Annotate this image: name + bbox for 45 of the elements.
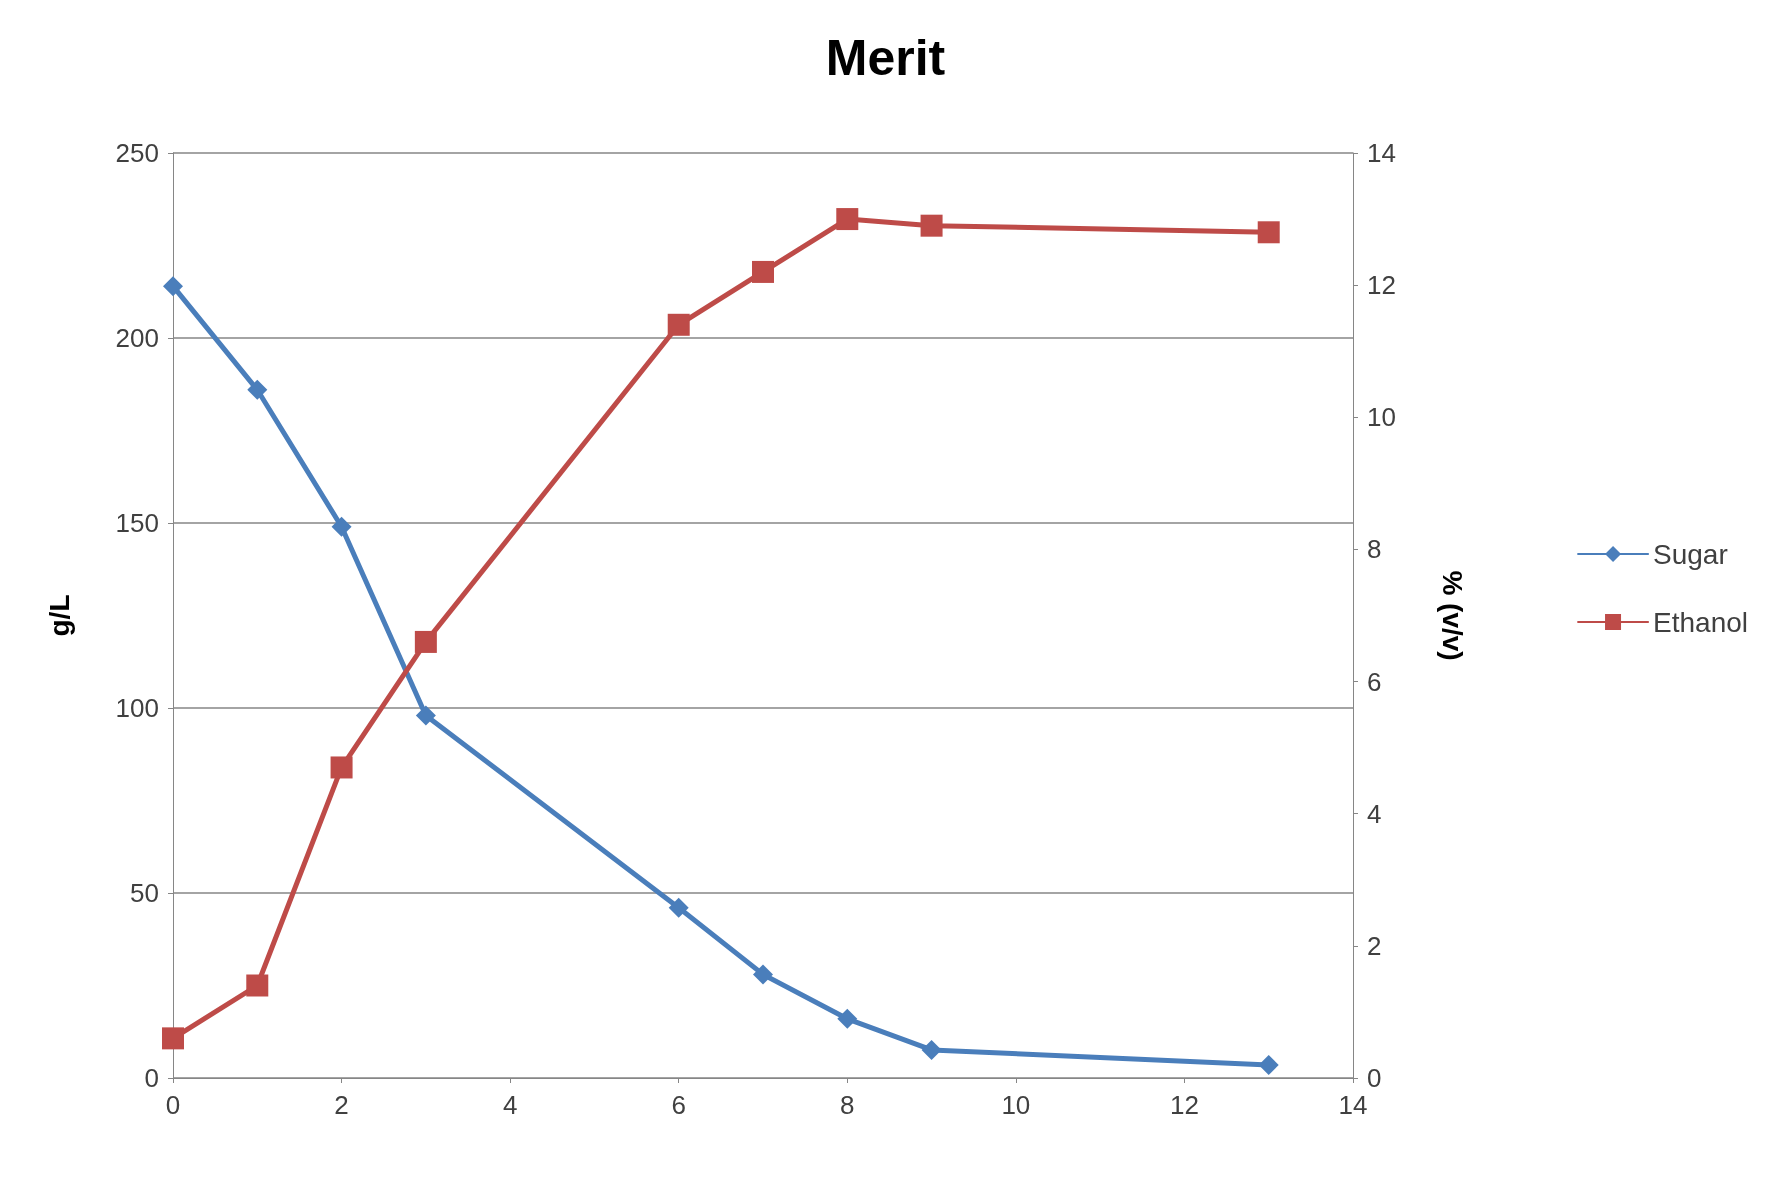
y2-tick-label: 6 bbox=[1367, 666, 1382, 697]
x-tick-label: 6 bbox=[671, 1090, 686, 1120]
point bbox=[1257, 221, 1280, 244]
point bbox=[836, 208, 859, 231]
x-tick-label: 10 bbox=[1001, 1090, 1031, 1120]
y-tick-label: 200 bbox=[115, 323, 159, 353]
point bbox=[1258, 1055, 1279, 1076]
point bbox=[414, 630, 437, 653]
point bbox=[415, 705, 436, 726]
x-tick-label: 14 bbox=[1338, 1090, 1368, 1120]
point bbox=[921, 1039, 942, 1060]
y2-tick-label: 2 bbox=[1367, 930, 1382, 961]
y2-tick-label: 8 bbox=[1367, 534, 1382, 565]
x-tick-label: 12 bbox=[1169, 1090, 1199, 1120]
point bbox=[331, 516, 352, 537]
point bbox=[163, 276, 183, 297]
y2-tick-label: 0 bbox=[1367, 1063, 1382, 1093]
y-tick-label: 150 bbox=[115, 508, 159, 538]
x-tick-label: 8 bbox=[840, 1090, 855, 1120]
y-tick-label: 0 bbox=[144, 1063, 159, 1093]
point bbox=[920, 214, 943, 237]
y-tick-label: 250 bbox=[115, 138, 159, 168]
point bbox=[837, 1008, 858, 1029]
x-tick-label: 2 bbox=[334, 1090, 349, 1120]
point bbox=[667, 313, 690, 336]
point bbox=[753, 964, 773, 985]
y-tick-label: 50 bbox=[130, 878, 159, 908]
x-tick-label: 4 bbox=[502, 1090, 518, 1120]
y2-axis-title: % (v/v) bbox=[1436, 570, 1468, 661]
y-axis-title: g/L bbox=[43, 594, 75, 637]
y2-tick-label: 10 bbox=[1367, 402, 1396, 433]
legend-label: Sugar bbox=[1653, 538, 1728, 570]
y2-tick-label: 12 bbox=[1367, 270, 1396, 301]
point bbox=[330, 756, 353, 779]
legend-label: Ethanol bbox=[1653, 606, 1748, 638]
chart-title: Merit bbox=[825, 30, 946, 86]
point bbox=[246, 974, 269, 997]
y2-tick-label: 14 bbox=[1367, 138, 1396, 168]
point bbox=[752, 260, 774, 283]
x-tick-label: 0 bbox=[165, 1090, 181, 1120]
point bbox=[668, 897, 689, 918]
point bbox=[247, 379, 268, 400]
y2-tick-label: 4 bbox=[1367, 798, 1382, 829]
y-tick-label: 100 bbox=[115, 693, 159, 723]
point bbox=[162, 1027, 184, 1050]
